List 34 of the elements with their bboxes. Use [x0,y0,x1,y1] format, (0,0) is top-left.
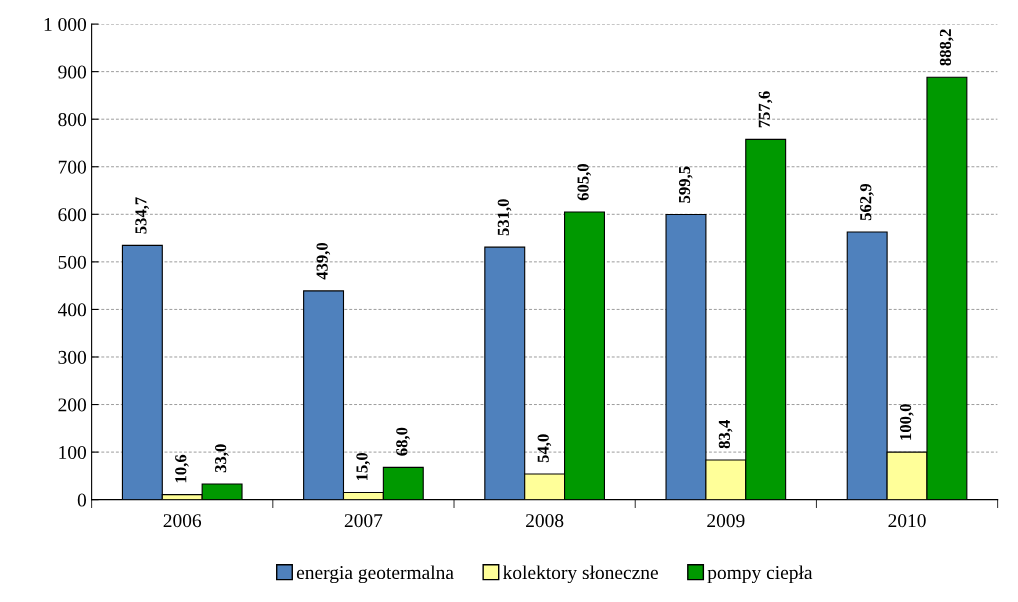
y-tick-label: 200 [58,398,87,412]
y-tick-label: 900 [58,65,87,79]
data-label: 15,0 [356,452,371,481]
data-label: 757,6 [758,91,773,128]
data-label: 54,0 [537,434,552,463]
legend-label: kolektory słoneczne [502,565,658,584]
data-label: 531,0 [497,199,512,236]
data-label: 562,9 [860,183,874,221]
data-label: 10,6 [175,454,189,483]
x-tick-label: 2008 [526,514,564,528]
legend-label: pompy ciepła [707,565,813,584]
y-tick-label: 400 [57,303,87,317]
x-tick-label: 2010 [888,514,926,528]
data-label: 534,7 [135,197,149,234]
data-label: 439,0 [316,242,331,280]
y-tick-label: 800 [58,113,87,127]
x-tick-label: 2006 [163,514,202,528]
data-label: 888,2 [939,29,954,66]
data-label: 100,0 [899,404,914,440]
data-label: 83,4 [718,420,733,449]
data-label: 605,0 [577,163,592,201]
y-tick-label: 700 [58,160,87,174]
y-tick-label: 1 000 [44,17,87,32]
data-label: 33,0 [215,444,229,473]
y-tick-label: 100 [59,445,87,460]
data-label: 599,5 [678,166,693,203]
legend-label: energia geotermalna [296,565,454,584]
y-tick-label: 0 [77,493,87,507]
data-label: 68,0 [396,427,410,456]
y-tick-label: 300 [58,350,87,364]
y-tick-label: 600 [58,208,87,222]
y-tick-label: 500 [58,255,87,269]
x-tick-label: 2007 [344,514,383,528]
x-tick-label: 2009 [707,514,745,528]
